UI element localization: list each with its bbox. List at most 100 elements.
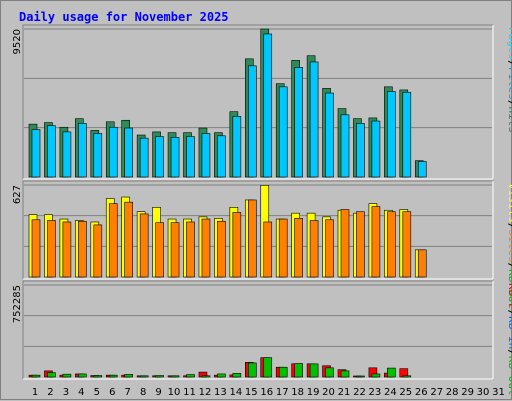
day-tick-label: 25 (399, 387, 412, 398)
day-tick-label: 30 (477, 387, 490, 398)
bar-files-day-8 (139, 137, 149, 178)
day-tick-label: 22 (353, 387, 366, 398)
bar-files-day-22 (356, 123, 365, 178)
bar-sites-day-8 (139, 213, 149, 278)
legend-entry: / (506, 310, 512, 317)
bar-kb-out-day-6 (108, 374, 118, 378)
bar-kb-out-day-21 (340, 370, 350, 378)
bar-sites-day-6 (108, 203, 118, 278)
panel-hits-files-pages: 9520 Pages/Files/Hits (12, 24, 512, 180)
bar-sites-day-23 (371, 206, 381, 278)
bar-kb-out-day-18 (294, 363, 303, 378)
bar-files-day-5 (93, 133, 103, 178)
bar-files-day-16 (263, 33, 273, 178)
legend-entry: / (506, 223, 512, 230)
bar-sites-day-2 (47, 220, 56, 278)
bar-kb-out-day-23 (371, 373, 381, 378)
day-tick-label: 28 (446, 387, 459, 398)
bar-sites-day-13 (217, 220, 226, 278)
day-tick-label: 1 (32, 387, 38, 398)
bar-files-day-2 (47, 125, 56, 178)
day-tick-label: 24 (384, 387, 397, 398)
panel-max-label: 9520 (12, 29, 23, 54)
bar-files-day-10 (170, 137, 180, 178)
day-tick-label: 26 (415, 387, 428, 398)
day-tick-label: 10 (168, 387, 181, 398)
bar-kb-out-day-8 (139, 375, 149, 378)
bar-files-day-3 (62, 131, 72, 178)
panel-legend: Pages/Files/Hits (506, 27, 512, 133)
legend-entry: KB Out (506, 356, 512, 396)
bar-files-day-12 (201, 133, 211, 178)
bar-kb-out-day-19 (309, 363, 319, 378)
bar-sites-day-9 (155, 222, 164, 278)
day-tick-label: 20 (322, 387, 335, 398)
legend-entry: KB Out (506, 269, 512, 309)
chart-title: Daily usage for November 2025 (19, 10, 229, 24)
bar-sites-day-26 (417, 249, 427, 278)
legend-entry: / (506, 263, 512, 270)
legend-entry: Visits (506, 183, 512, 223)
bar-sites-day-19 (309, 220, 319, 278)
bar-files-day-11 (186, 136, 195, 178)
day-tick-label: 6 (109, 387, 115, 398)
bar-kb-out-day-3 (62, 373, 72, 378)
bar-sites-day-1 (31, 219, 41, 278)
bar-kb-out-day-4 (78, 373, 87, 378)
bar-sites-day-3 (62, 221, 72, 278)
day-tick-label: 29 (461, 387, 474, 398)
bar-kb-out-day-11 (186, 374, 195, 378)
day-tick-label: 4 (78, 387, 84, 398)
bar-files-day-1 (31, 129, 41, 178)
day-tick-label: 21 (338, 387, 351, 398)
day-tick-label: 17 (276, 387, 289, 398)
panel-legend: Visits/Sites/KB Out (506, 183, 512, 309)
bar-sites-day-20 (325, 219, 334, 278)
day-tick-label: 8 (140, 387, 146, 398)
day-tick-label: 3 (63, 387, 69, 398)
day-tick-label: 2 (47, 387, 53, 398)
bar-sites-day-12 (201, 218, 211, 278)
bar-files-day-23 (371, 120, 381, 178)
bar-files-day-24 (387, 91, 396, 178)
bar-files-day-7 (124, 127, 133, 178)
bar-kb-out-day-1 (31, 374, 41, 378)
bar-kb-out-day-25 (402, 375, 412, 378)
bar-sites-day-5 (93, 224, 103, 278)
panel-legend: KB F/KB In/KB Out (506, 283, 512, 396)
legend-entry: / (506, 100, 512, 107)
bar-sites-day-14 (232, 212, 242, 278)
legend-entry: / (506, 349, 512, 356)
bar-kb-out-day-22 (356, 375, 365, 378)
bar-kb-out-day-12 (201, 375, 211, 378)
bar-files-day-18 (294, 67, 303, 178)
day-tick-label: 23 (369, 387, 382, 398)
day-tick-label: 7 (125, 387, 131, 398)
bar-files-day-15 (248, 65, 257, 178)
panel-max-label: 752285 (12, 285, 23, 323)
bar-files-day-4 (78, 123, 87, 178)
day-tick-label: 5 (94, 387, 100, 398)
bar-sites-day-16 (263, 221, 273, 278)
bar-sites-day-11 (186, 221, 195, 278)
bar-sites-day-4 (78, 220, 87, 278)
bar-kb-out-day-24 (387, 367, 396, 378)
bar-files-day-9 (155, 136, 164, 178)
bar-files-day-25 (402, 91, 412, 178)
day-tick-label: 18 (291, 387, 304, 398)
bar-kb-out-day-17 (278, 366, 288, 378)
legend-entry: KB F (506, 283, 512, 310)
bar-kb-out-day-9 (155, 375, 164, 378)
bar-kb-out-day-2 (47, 372, 56, 378)
bar-sites-day-17 (278, 218, 288, 278)
bar-kb-out-day-20 (325, 367, 334, 378)
day-tick-label: 19 (307, 387, 320, 398)
day-tick-label: 14 (229, 387, 242, 398)
panel-kb: 752285 KB F/KB In/KB Out (12, 280, 512, 396)
legend-entry: Files (506, 67, 512, 100)
bar-sites-day-21 (340, 209, 350, 278)
bar-files-day-20 (325, 92, 334, 178)
bar-kb-out-day-15 (248, 362, 257, 378)
